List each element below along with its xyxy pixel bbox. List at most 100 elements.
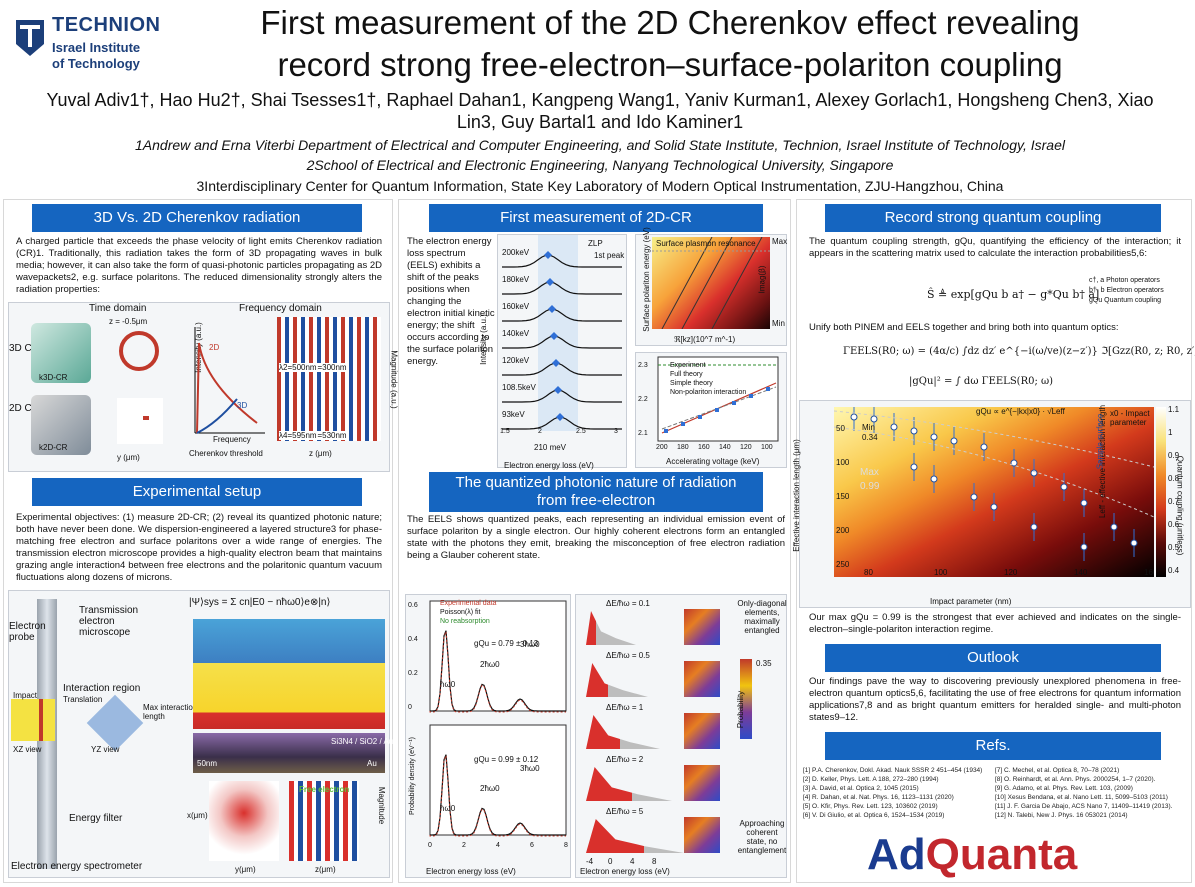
quant-legend: Experimental data Poisson(λ) fit No reab…: [440, 599, 496, 626]
de-label: ΔE/ħω = 1: [606, 703, 644, 712]
wavepacket-3d-image: [193, 619, 385, 729]
coupling-ylabel: Effective interaction length (μm): [791, 439, 801, 552]
de-tick: 8: [652, 857, 657, 866]
disp-min-label: Min: [772, 319, 785, 328]
coupling-point: [850, 413, 858, 421]
eels-peak-marker: [556, 413, 564, 421]
accel-ytick: 2.1: [638, 430, 648, 437]
conclusion-text: Our max gQu = 0.99 is the strongest that…: [809, 612, 1181, 635]
coupling-point: [990, 503, 998, 511]
section-title-outlook: Outlook: [825, 644, 1161, 672]
eels-tick: 3: [614, 428, 618, 435]
state-formula: |Ψ⟩sys = Σ cn|E0 − nħω0⟩e⊗|n⟩: [189, 597, 331, 608]
coupling-xtick: 140: [1074, 568, 1088, 577]
field-xy-image: [209, 781, 279, 861]
eels-energy-label: 200keV: [502, 248, 530, 257]
coupling-point: [870, 415, 878, 423]
coupling-point: [1030, 523, 1038, 531]
lambda2-label: λ2=500nm: [279, 363, 317, 372]
unify-text: Unify both PINEM and EELS together and b…: [809, 322, 1119, 333]
spectrometer-label: Electron energy spectrometer: [11, 861, 143, 872]
quant-ylabel: Probability density (eV⁻¹): [409, 737, 416, 815]
quant-bottom-peak-label: 2ħω0: [480, 784, 500, 793]
eels-peak-marker: [544, 251, 552, 259]
eels-curve: [502, 389, 622, 403]
quant-bottom-frame: [429, 724, 567, 836]
cbar-tick: 0.4: [1168, 566, 1180, 575]
k2d-label: k2D-CR: [39, 443, 68, 452]
column-right: Record strong quantum coupling The quant…: [792, 199, 1195, 883]
de-tick: 0: [608, 857, 613, 866]
quantized-title-line1: The quantized photonic nature of radiati…: [455, 474, 737, 491]
cbar-tick: 0.6: [1168, 520, 1180, 529]
accel-point: [715, 408, 719, 412]
coupling-ytick: 100: [836, 458, 850, 467]
logo-brand: TECHNION: [52, 14, 161, 36]
point-2d-image: [117, 398, 163, 444]
coupling-point: [1030, 469, 1038, 477]
cone-2d-image: [31, 395, 91, 455]
ref-item: [1] P.A. Cherenkov, Dokl. Akad. Nauk SSS…: [803, 767, 983, 774]
figure-dispersion: Surface plasmon resonance Max Min Imag(β…: [635, 227, 787, 346]
eels-peak-marker: [552, 359, 560, 367]
quant-ytick: 0.6: [408, 602, 418, 609]
eels-energy-label: 160keV: [502, 302, 530, 311]
accel-plot: 200 180 160 140 120 100 2.3 2.2 2.1: [638, 356, 779, 451]
de-spectrum: [586, 819, 684, 853]
density-matrix: [684, 713, 720, 749]
eels-tick: 2.5: [576, 428, 586, 435]
accel-frame: [657, 356, 779, 442]
cbar-tick: 1.1: [1168, 405, 1180, 414]
coupling-formula: gQu ∝ e^{−|kx|x0} · √Leff: [976, 407, 1065, 416]
figure-eels-spectra: 200keV 180keV 160keV 140keV 120keV 108.5keV 93…: [479, 234, 627, 470]
coupling-point: [980, 443, 988, 451]
ref-item: [6] V. Di Giulio, et al. Optica 6, 1524–…: [803, 812, 945, 819]
label-frequency-domain: Frequency domain: [239, 303, 322, 314]
technion-emblem-icon: [16, 20, 44, 56]
accel-point: [766, 387, 770, 391]
g-value-2: gQu = 0.99 ± 0.12: [474, 755, 539, 764]
section-title-quantized: The quantized photonic nature of radiati…: [429, 472, 763, 512]
affiliation-2: 2School of Electrical and Electronic Eng…: [306, 157, 894, 173]
accel-tick: 140: [719, 444, 731, 449]
ref-item: [8] O. Reinhardt, et al. Ann. Phys. 2000…: [995, 776, 1156, 783]
free-electron-label: Free electron: [299, 785, 350, 794]
figure-coupling-map: 50 100 150 200 250 80 100 120 140 160 gQu ∝ e^{−|…: [792, 400, 1191, 608]
outlook-text: Our findings pave the way to discovering…: [809, 676, 1181, 723]
accel-xlabel: Accelerating voltage (keV): [666, 457, 760, 466]
quant-xtick: 6: [530, 842, 534, 849]
de-tick: -4: [586, 857, 594, 866]
accel-tick: 200: [656, 444, 668, 449]
entanglement-row: ΔE/ħω = 1: [576, 703, 788, 755]
eels-curve: [502, 335, 622, 349]
de-spectrum: [586, 663, 648, 697]
quant-top-peak-label: 2ħω0: [480, 660, 500, 669]
coupling-text: The quantum coupling strength, gQu, quan…: [809, 236, 1181, 259]
column-middle: First measurement of 2D-CR The electron …: [398, 199, 791, 883]
quant-xlabel: Electron energy loss (eV): [426, 867, 516, 876]
quant-top-fit: [430, 630, 566, 712]
quant-bottom-fit: [430, 754, 566, 836]
quant-xtick: 8: [564, 842, 568, 849]
coupling-point: [910, 463, 918, 471]
ref-item: [5] O. Kfir, Phys. Rev. Lett. 123, 10360…: [803, 803, 938, 810]
legend-non-polariton: Non-polariton interaction: [670, 389, 747, 396]
accel-point: [732, 401, 736, 405]
eels-energy-label: 108.5keV: [502, 383, 536, 392]
frequency-label: Frequency: [213, 435, 251, 444]
section-title-coupling: Record strong quantum coupling: [825, 204, 1161, 232]
eels-energy-label: 140keV: [502, 329, 530, 338]
poster-title-line1: First measurement of the 2D Cherenkov ef…: [260, 4, 1080, 41]
quant-top-frame: [429, 600, 567, 712]
coupling-xlabel: Impact parameter (nm): [930, 597, 1012, 606]
disp-xlabel: ℜ[kz](10^7 m^-1): [674, 335, 736, 344]
eels-tick: 2: [538, 428, 542, 435]
figure-quantized-peaks: ħω0 2ħω0 3ħω0 ħω0 2ħω0 3ħω0 0.6 0.4 0.2 0 0 2 4 6 8 Pro…: [405, 594, 571, 878]
zlp-label: ZLP: [588, 239, 603, 248]
setup-text: Experimental objectives: (1) measure 2D-…: [16, 512, 382, 583]
cbar-tick: 0.8: [1168, 474, 1180, 483]
max-value: 0.99: [860, 481, 880, 492]
accel-point: [698, 415, 702, 419]
de-xlabel: Electron energy loss (eV): [580, 867, 670, 876]
lambda3-label: λ3=530nm: [309, 431, 347, 440]
